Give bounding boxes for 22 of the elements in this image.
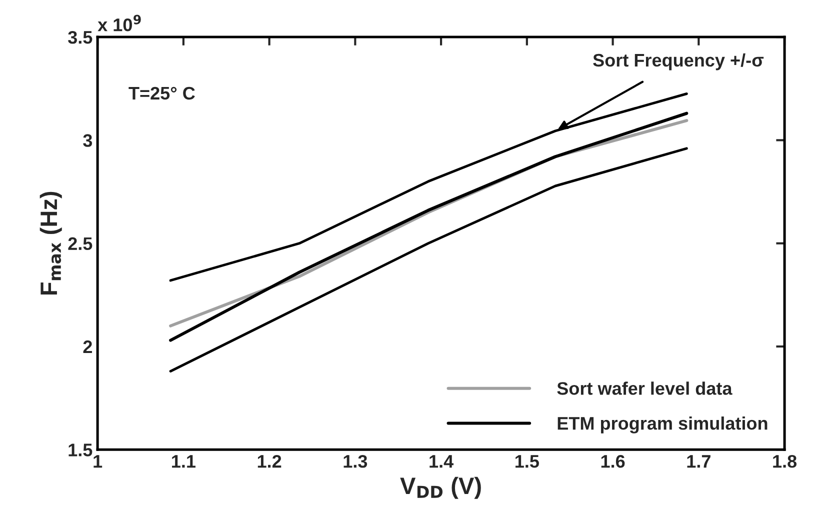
x-tick-label: 1.3 — [344, 454, 368, 468]
legend-label: ETM program simulation — [558, 416, 768, 434]
text: x 10$^{9}$ — [98, 14, 141, 32]
x-tick-label: 1.7 — [687, 455, 710, 468]
annotation: T=25° C — [128, 86, 195, 100]
x-tick-label: 1.5 — [516, 455, 539, 468]
x-tick-label: 1 — [94, 455, 102, 468]
x-tick-label: 1.4 — [430, 455, 454, 468]
x-tick-label: 1.8 — [773, 454, 797, 468]
annotation: Sort Frequency +/-σ — [593, 53, 764, 70]
line-series — [169, 147, 688, 372]
legend-label: Sort wafer level data — [557, 382, 732, 395]
y-tick-label: 2.5 — [68, 237, 92, 250]
x-axis-title: V$_{DD}$ (V) — [400, 476, 481, 499]
y-axis-title: F$_{max}$ (Hz) — [40, 192, 62, 295]
y-tick-label: 1.5 — [68, 444, 92, 456]
y-tick-label: 3 — [83, 134, 92, 147]
y-tick-label: 3.5 — [68, 30, 92, 44]
y-tick-label: 2 — [83, 340, 92, 354]
x-tick-label: 1.1 — [172, 455, 196, 468]
x-tick-label: 1.2 — [258, 454, 282, 468]
x-tick-label: 1.6 — [601, 454, 625, 468]
